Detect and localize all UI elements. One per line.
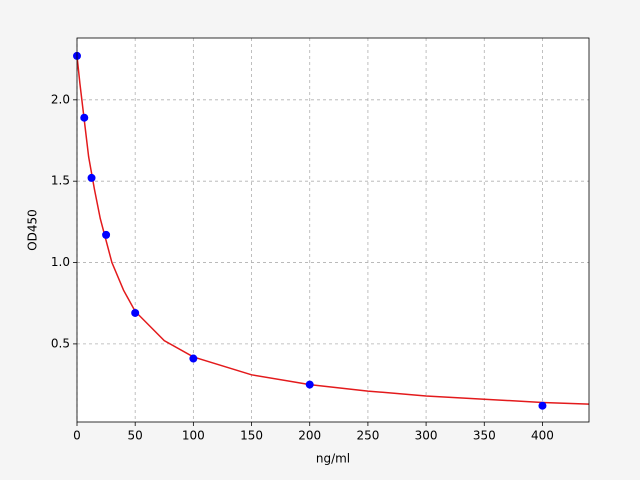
data-point <box>305 380 314 389</box>
x-tick-label: 200 <box>298 429 321 443</box>
y-tick-label: 0.5 <box>51 336 70 350</box>
y-tick-label: 1.5 <box>51 174 70 188</box>
y-axis-label: OD450 <box>26 209 40 251</box>
x-tick-label: 0 <box>73 429 81 443</box>
data-point <box>80 113 89 122</box>
x-tick-label: 250 <box>356 429 379 443</box>
x-tick-label: 100 <box>182 429 205 443</box>
x-tick-label: 150 <box>240 429 263 443</box>
x-tick-label: 350 <box>473 429 496 443</box>
data-point <box>131 308 140 317</box>
data-point <box>189 354 198 363</box>
x-tick-label: 400 <box>531 429 554 443</box>
data-point <box>102 230 111 239</box>
data-point <box>87 173 96 182</box>
x-tick-label: 300 <box>415 429 438 443</box>
data-point <box>538 401 547 410</box>
y-tick-label: 2.0 <box>51 92 70 106</box>
plot-background <box>77 38 589 422</box>
fit-curve <box>76 55 590 405</box>
y-tick-label: 1.0 <box>51 255 70 269</box>
x-tick-label: 50 <box>128 429 143 443</box>
axes-frame <box>76 37 590 423</box>
x-axis-label: ng/ml <box>316 452 350 466</box>
